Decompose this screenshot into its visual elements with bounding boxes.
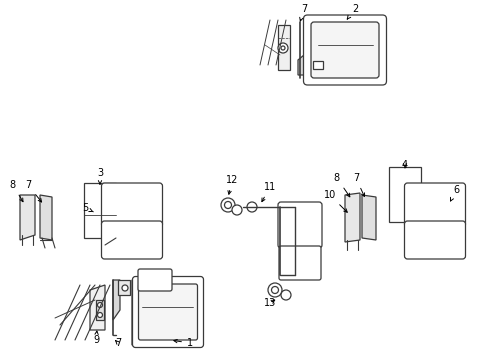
- FancyBboxPatch shape: [303, 15, 386, 85]
- FancyBboxPatch shape: [102, 221, 162, 259]
- FancyBboxPatch shape: [138, 269, 172, 291]
- Text: 7: 7: [25, 180, 41, 202]
- Text: 2: 2: [346, 4, 357, 19]
- Bar: [388, 167, 420, 222]
- Text: 5: 5: [81, 203, 93, 213]
- Text: 6: 6: [449, 185, 458, 201]
- Polygon shape: [90, 285, 105, 330]
- Circle shape: [278, 43, 287, 53]
- FancyBboxPatch shape: [404, 221, 465, 259]
- Polygon shape: [113, 280, 120, 320]
- Text: 11: 11: [262, 182, 276, 202]
- Bar: [84, 183, 116, 238]
- Text: 8: 8: [10, 180, 23, 202]
- Bar: [312, 61, 323, 69]
- Polygon shape: [118, 280, 130, 295]
- Text: 13: 13: [264, 298, 276, 308]
- Text: 8: 8: [333, 173, 349, 197]
- Circle shape: [267, 283, 282, 297]
- Circle shape: [122, 285, 128, 291]
- Circle shape: [281, 46, 285, 50]
- Polygon shape: [297, 50, 309, 75]
- Circle shape: [281, 290, 290, 300]
- FancyBboxPatch shape: [102, 183, 162, 227]
- FancyBboxPatch shape: [404, 183, 465, 227]
- Text: 12: 12: [225, 175, 238, 194]
- Circle shape: [246, 202, 257, 212]
- Polygon shape: [345, 193, 359, 242]
- Polygon shape: [20, 195, 35, 240]
- Text: 4: 4: [401, 160, 407, 170]
- Text: 1: 1: [173, 338, 193, 348]
- Text: 3: 3: [97, 168, 103, 184]
- Text: 7: 7: [299, 4, 306, 21]
- FancyBboxPatch shape: [278, 202, 321, 248]
- Text: 7: 7: [352, 173, 364, 197]
- FancyBboxPatch shape: [279, 246, 320, 280]
- Polygon shape: [361, 195, 375, 240]
- FancyBboxPatch shape: [138, 284, 197, 340]
- Polygon shape: [40, 195, 52, 240]
- Text: 10: 10: [323, 190, 346, 212]
- Circle shape: [97, 312, 102, 318]
- FancyBboxPatch shape: [132, 276, 203, 347]
- Circle shape: [224, 202, 231, 208]
- Text: 9: 9: [93, 331, 99, 345]
- Circle shape: [221, 198, 235, 212]
- Circle shape: [271, 287, 278, 293]
- Circle shape: [97, 302, 102, 307]
- FancyBboxPatch shape: [310, 22, 378, 78]
- Bar: [96, 300, 104, 320]
- Circle shape: [231, 205, 242, 215]
- Polygon shape: [132, 280, 200, 345]
- Polygon shape: [278, 25, 289, 70]
- Text: 7: 7: [115, 338, 121, 348]
